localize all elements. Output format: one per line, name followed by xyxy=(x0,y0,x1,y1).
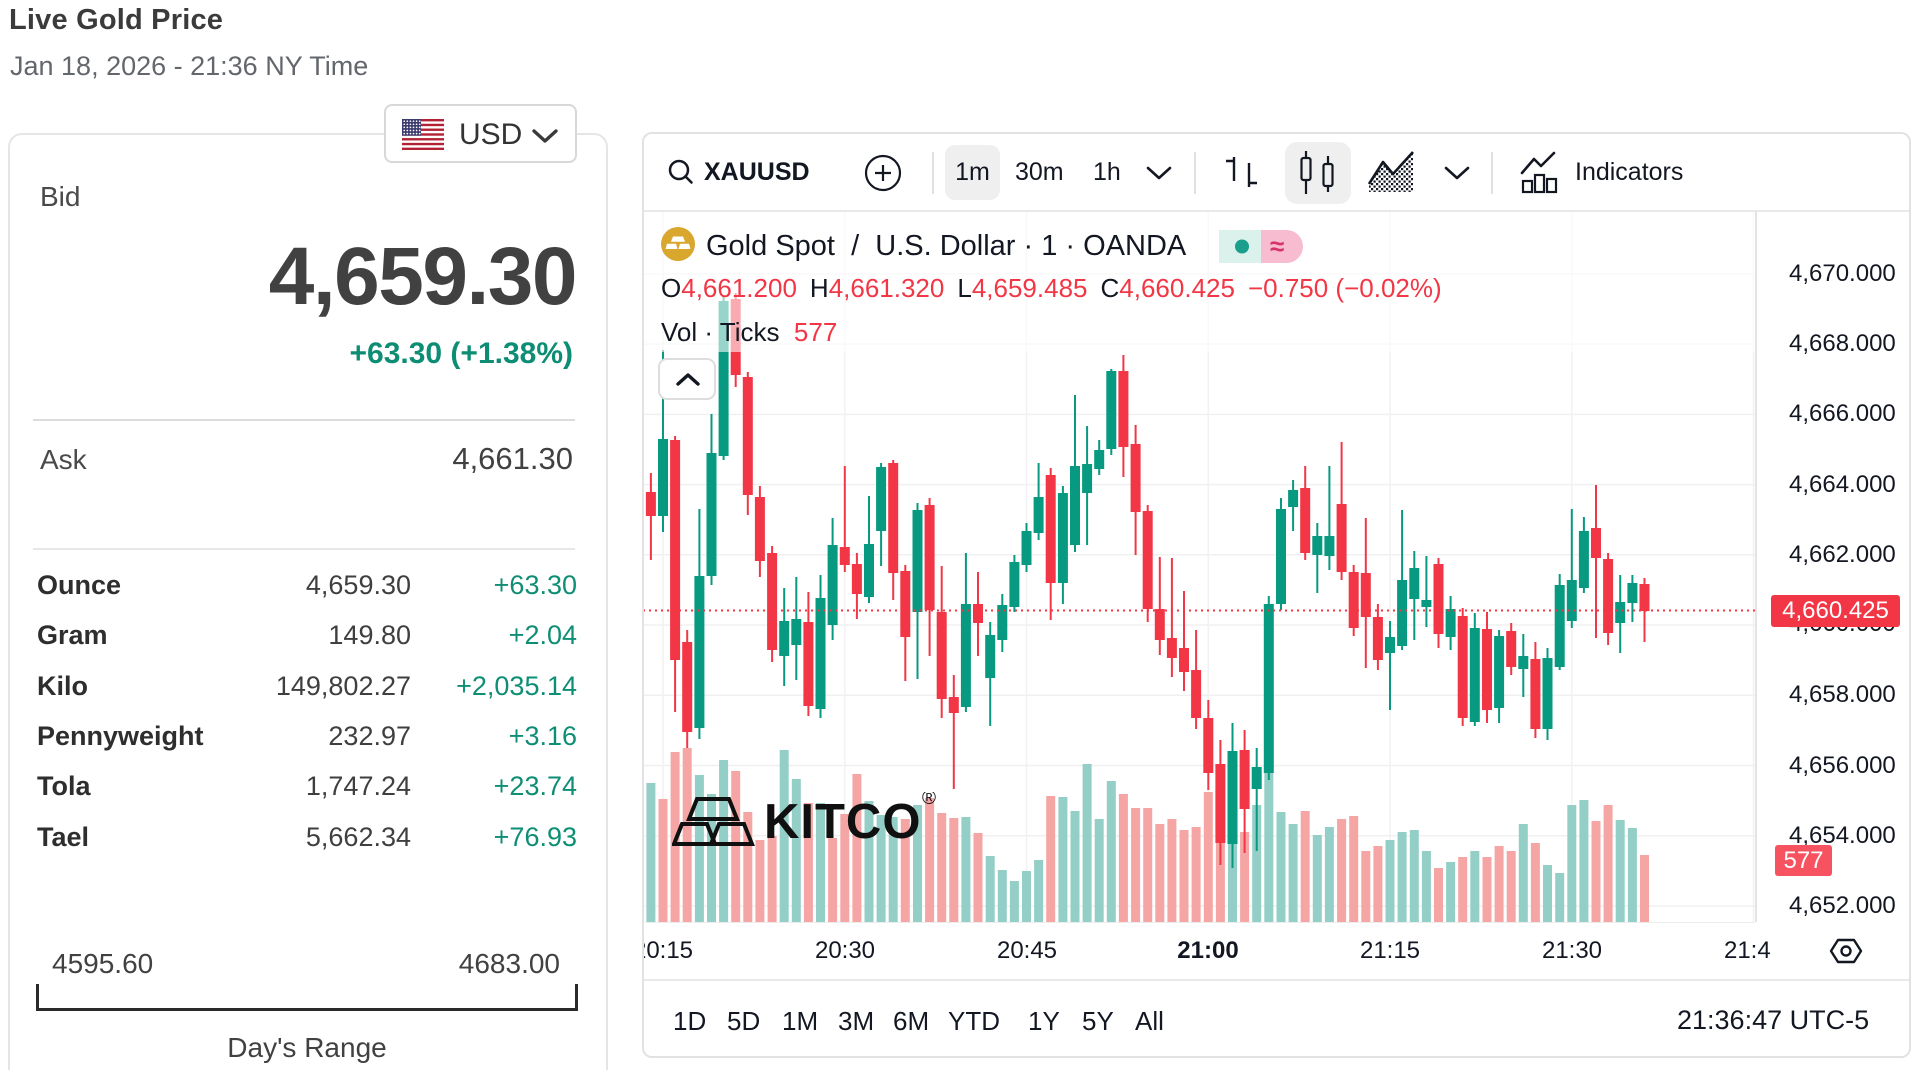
svg-text:≈: ≈ xyxy=(1270,231,1284,261)
svg-text:®: ® xyxy=(922,792,936,809)
svg-text:KITCO: KITCO xyxy=(764,795,921,849)
